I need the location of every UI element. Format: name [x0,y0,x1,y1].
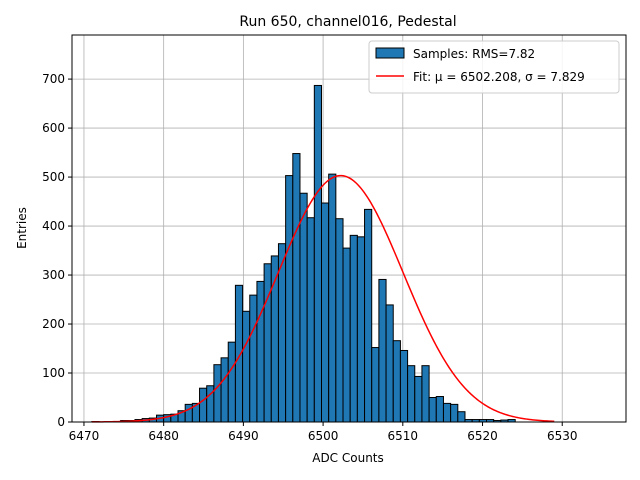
histogram-bar [421,365,430,423]
y-tick-label: 100 [42,366,65,380]
y-axis-label: Entries [15,207,29,249]
legend: Samples: RMS=7.82 Fit: μ = 6502.208, σ =… [368,40,620,94]
y-tick-label: 0 [57,415,65,429]
histogram-bar [227,341,236,423]
y-tick-label: 500 [42,170,65,184]
histogram-bar [213,364,222,423]
histogram-bar [242,310,251,423]
histogram-bar [335,218,344,423]
y-tick-label: 600 [42,121,65,135]
plot-frame [71,34,627,423]
x-axis-label: ADC Counts [312,451,384,465]
histogram-bar [306,217,315,423]
y-tick-label: 700 [42,72,65,86]
histogram-bar [328,173,337,423]
histogram-bar [184,403,193,423]
fit-curve [91,174,555,423]
histogram-bar [378,278,387,423]
x-axis-ticks: 6470 6480 6490 6500 6510 6520 6530 [69,422,578,443]
histogram-bar [263,263,272,423]
histogram-bar [428,397,437,423]
chart-title: Run 650, channel016, Pedestal [239,14,456,30]
x-tick-label: 6470 [69,429,100,443]
legend-label-samples: Samples: RMS=7.82 [413,47,535,61]
x-tick-label: 6530 [547,429,578,443]
histogram-bar [249,294,258,423]
histogram-bar [292,153,301,423]
histogram-bar [199,387,208,423]
x-tick-label: 6510 [388,429,419,443]
histogram-bar [256,280,265,423]
legend-swatch-samples [375,47,405,59]
histogram-bar [407,365,416,423]
legend-box [368,40,620,94]
histogram-bar [399,349,409,423]
x-tick-label: 6490 [228,429,259,443]
histogram-bar [392,340,401,423]
histogram-bar [349,234,358,423]
histogram-bar [320,202,330,423]
x-tick-label: 6480 [148,429,179,443]
histogram-bar [356,236,366,423]
histogram-bar [450,403,459,423]
histogram-bar [220,357,229,423]
histogram-bar [342,247,351,423]
x-tick-label: 6500 [308,429,339,443]
histogram-bar [457,411,466,423]
histogram-bar [435,396,444,423]
legend-label-fit: Fit: μ = 6502.208, σ = 7.829 [413,70,585,84]
histogram-bar [285,175,294,423]
histogram-bar [364,208,373,423]
y-tick-label: 400 [42,219,65,233]
histogram-bar [414,375,423,423]
y-tick-label: 200 [42,317,65,331]
x-tick-label: 6520 [467,429,498,443]
y-tick-label: 300 [42,268,65,282]
histogram-bar [299,192,308,423]
histogram-bar [313,84,322,423]
histogram-bars [91,84,516,423]
fit-curve-layer [91,174,555,423]
histogram-bar [442,402,452,423]
histogram-bar [371,347,380,423]
histogram-bar [385,304,394,423]
y-axis-ticks: 0 100 200 300 400 500 600 700 [42,72,72,429]
